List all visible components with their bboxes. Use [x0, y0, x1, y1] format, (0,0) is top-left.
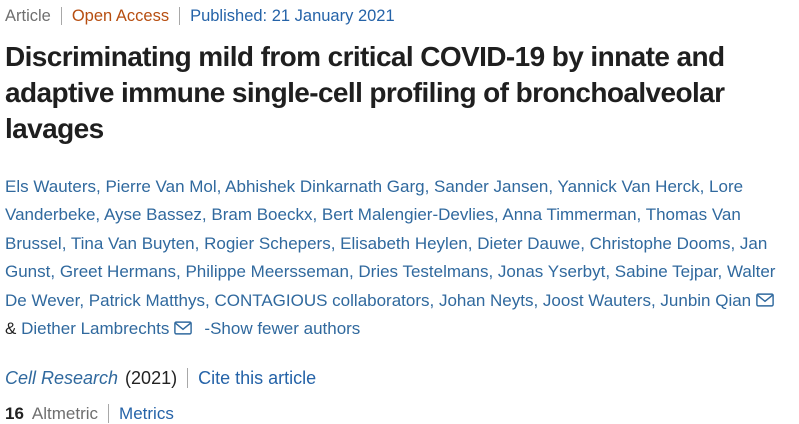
metrics-link[interactable]: Metrics — [119, 404, 174, 424]
author-link[interactable]: Sander Jansen — [434, 177, 549, 196]
envelope-icon[interactable] — [756, 293, 774, 307]
author-link[interactable]: Bert Malengier-Devlies — [321, 205, 494, 225]
author-link[interactable]: Sabine Tejpar — [614, 262, 718, 282]
author-link[interactable]: Patrick Matthys — [88, 290, 205, 310]
article-meta-bar: Article Open Access Published: 21 Januar… — [5, 6, 785, 26]
author-link[interactable]: CONTAGIOUS collaborators — [214, 290, 430, 310]
published-date: Published: 21 January 2021 — [190, 7, 395, 25]
author-link[interactable]: Jonas Yserbyt — [497, 262, 606, 282]
altmetric-badge[interactable]: 16 Altmetric — [5, 403, 98, 424]
author-link[interactable]: Johan Neyts — [438, 290, 534, 310]
author-link[interactable]: Philippe Meersseman — [185, 262, 349, 282]
show-fewer-authors-link[interactable]: -Show fewer authors — [204, 319, 361, 339]
altmetric-label: Altmetric — [31, 404, 99, 424]
author-link[interactable]: Rogier Schepers — [204, 233, 331, 253]
page-title: Discriminating mild from critical COVID-… — [5, 41, 725, 144]
divider — [108, 404, 110, 424]
author-link[interactable]: Dieter Dauwe — [477, 233, 581, 253]
author-link[interactable]: Lore Vanderbeke — [5, 177, 744, 225]
cite-this-article-link[interactable]: Cite this article — [198, 368, 317, 389]
divider — [179, 7, 181, 25]
article-type-label: Article — [5, 7, 51, 25]
author-link[interactable]: Walter De Wever — [5, 262, 776, 310]
author-link[interactable]: Anna Timmerman — [502, 205, 637, 225]
altmetric-count: 16 — [5, 404, 24, 424]
author-link[interactable]: Els Wauters — [5, 177, 97, 196]
author-link[interactable]: Thomas Van Brussel — [5, 205, 741, 253]
author-link[interactable]: Elisabeth Heylen — [340, 233, 468, 253]
divider — [187, 368, 189, 389]
author-link[interactable]: Jan Gunst — [5, 233, 768, 282]
author-link[interactable]: Diether Lambrechts — [21, 319, 170, 339]
journal-citation-bar: Cell Research (2021) Cite this article — [5, 367, 785, 389]
envelope-icon[interactable] — [174, 321, 193, 335]
author-list: Els Wauters, Pierre Van Mol, Abhishek Di… — [5, 177, 776, 339]
journal-year: (2021) — [125, 368, 178, 389]
author-link[interactable]: Christophe Dooms — [589, 233, 731, 253]
open-access-link[interactable]: Open Access — [71, 7, 170, 25]
author-link[interactable]: Dries Testelmans — [358, 262, 489, 282]
author-link[interactable]: Abhishek Dinkarnath Garg — [225, 177, 425, 196]
author-link[interactable]: Pierre Van Mol — [105, 177, 217, 196]
author-link[interactable]: Joost Wauters — [542, 290, 651, 310]
author-link[interactable]: Ayse Bassez — [103, 205, 202, 225]
metrics-bar: 16 Altmetric Metrics — [5, 403, 785, 424]
author-link[interactable]: Junbin Qian — [660, 290, 752, 310]
author-link[interactable]: Yannick Van Herck — [557, 177, 700, 196]
journal-link[interactable]: Cell Research — [5, 368, 119, 389]
author-link[interactable]: Greet Hermans — [59, 262, 177, 282]
author-ampersand: & — [5, 319, 22, 339]
author-link[interactable]: Tina Van Buyten — [70, 233, 195, 253]
divider — [60, 7, 62, 25]
author-link[interactable]: Bram Boeckx — [211, 205, 313, 225]
